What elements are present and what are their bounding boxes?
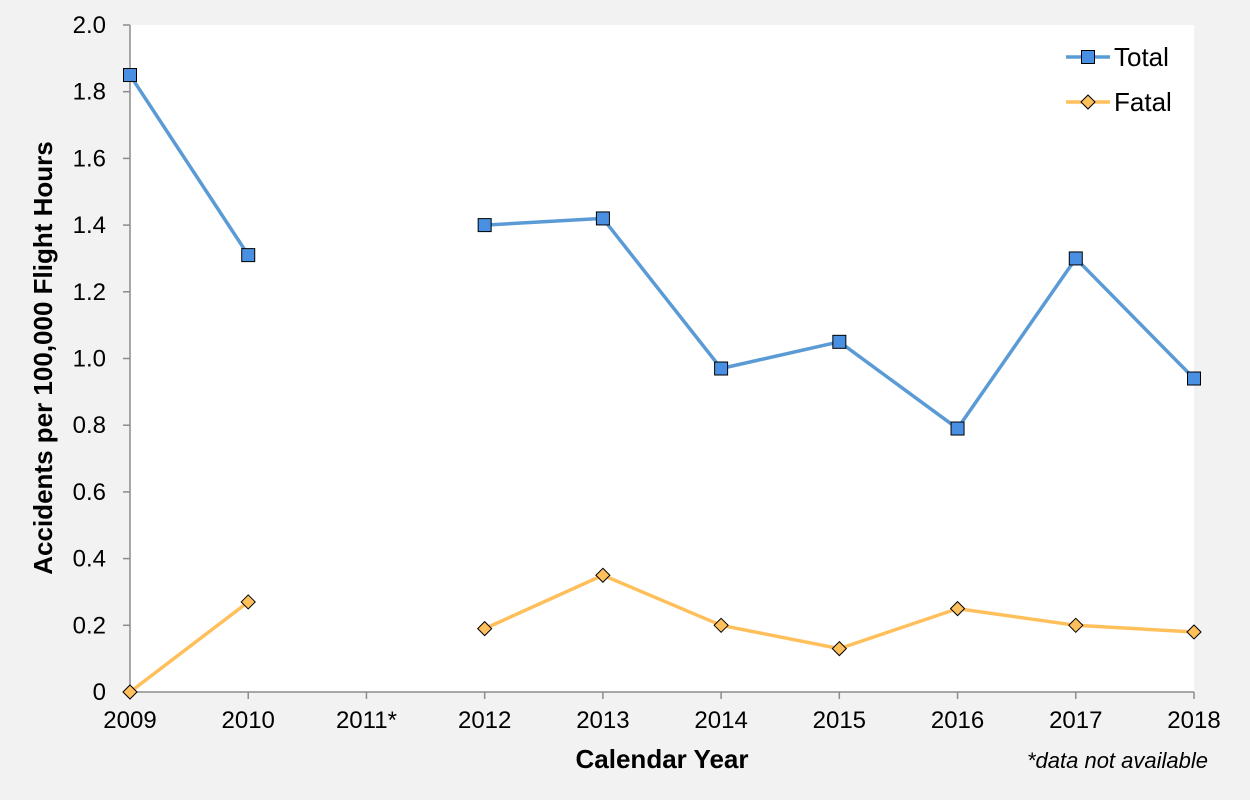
y-tick-label: 0.2 — [73, 612, 106, 639]
legend-marker — [1081, 50, 1095, 64]
total-point — [477, 218, 492, 233]
y-tick-label: 2.0 — [73, 12, 106, 39]
total-point — [714, 361, 729, 376]
x-tick-label: 2012 — [458, 707, 511, 734]
x-tick-label: 2009 — [103, 707, 156, 734]
y-tick-label: 0.8 — [73, 412, 106, 439]
legend-label: Total — [1114, 42, 1169, 72]
total-point — [123, 68, 137, 83]
total-series — [123, 68, 1201, 436]
x-tick-label: 2010 — [222, 707, 275, 734]
fatal-point — [595, 567, 611, 583]
total-point — [241, 248, 256, 263]
y-tick-label: 1.4 — [73, 212, 106, 239]
total-point — [1068, 251, 1083, 266]
plot-area — [130, 25, 1194, 692]
fatal-series-line — [128, 600, 250, 694]
fatal-point — [240, 594, 256, 610]
legend-label: Fatal — [1114, 87, 1172, 117]
legend-item-fatal: Fatal — [1066, 87, 1172, 117]
total-point — [832, 334, 847, 349]
y-tick-label: 0 — [93, 679, 106, 706]
axes: 0 0.2 0.4 0.6 0.8 1.0 1.2 1.4 1.6 1.8 2.0 2009 2010 2… — [73, 12, 1221, 734]
x-tick-label: 2018 — [1167, 707, 1220, 734]
x-tick-label: 2017 — [1049, 707, 1102, 734]
x-tick-label: 2011* — [336, 707, 397, 734]
x-tick-label: 2013 — [576, 707, 629, 734]
total-point — [1187, 371, 1201, 386]
fatal-series — [122, 567, 1202, 700]
x-tick-label: 2014 — [694, 707, 747, 734]
y-tick-label: 1.0 — [73, 346, 106, 373]
x-tick-label: 2016 — [931, 707, 984, 734]
series-layer — [122, 68, 1202, 700]
y-tick-label: 1.6 — [73, 145, 106, 172]
fatal-point — [713, 617, 729, 634]
fatal-point — [476, 620, 493, 637]
legend: Total Fatal — [1066, 42, 1172, 117]
y-tick-label: 1.8 — [73, 79, 106, 106]
x-axis-title: Calendar Year — [576, 744, 749, 774]
legend-marker — [1080, 94, 1096, 110]
fatal-point — [122, 684, 138, 700]
x-tick-label: 2015 — [813, 707, 866, 734]
total-series-line — [128, 74, 250, 257]
fatal-point — [1186, 624, 1202, 640]
total-point — [950, 421, 965, 436]
legend-item-total: Total — [1066, 42, 1169, 72]
fatal-point — [949, 600, 966, 617]
y-tick-label: 0.4 — [73, 546, 106, 573]
y-axis-title: Accidents per 100,000 Flight Hours — [28, 141, 58, 574]
fatal-point — [1068, 617, 1084, 634]
fatal-point — [831, 640, 848, 657]
footnote: *data not available — [1027, 748, 1208, 773]
total-point — [595, 211, 610, 226]
y-tick-label: 0.6 — [73, 479, 106, 506]
y-tick-label: 1.2 — [73, 279, 106, 306]
